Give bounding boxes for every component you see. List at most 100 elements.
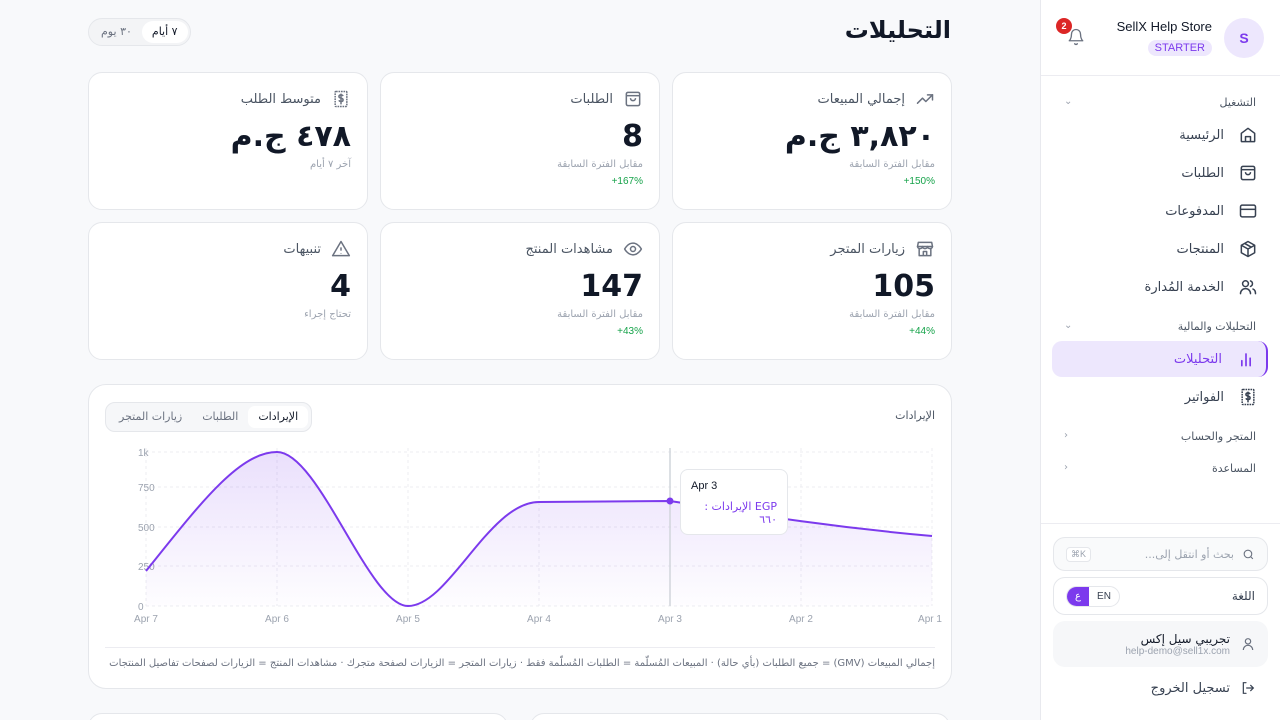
main-content: التحليلات ٧ أيام ٣٠ يوم إجمالي المبيعات … (88, 16, 952, 720)
bottom-card-right (530, 713, 950, 720)
svg-text:Apr 3: Apr 3 (658, 614, 682, 625)
svg-text:Apr 4: Apr 4 (527, 614, 551, 625)
language-toggle[interactable]: ع EN (1066, 585, 1120, 607)
bar-chart-icon (1236, 349, 1256, 369)
chart-title: الإيرادات (895, 409, 935, 422)
sidebar-item-analytics[interactable]: التحليلات (1052, 341, 1268, 377)
sidebar-item-orders[interactable]: الطلبات (1052, 155, 1268, 191)
svg-text:Apr 1: Apr 1 (918, 614, 942, 625)
sidebar-item-payments[interactable]: المدفوعات (1052, 193, 1268, 229)
svg-text:750: 750 (138, 483, 155, 494)
logout-icon (1240, 680, 1256, 696)
receipt-icon (331, 89, 351, 109)
package-icon (1238, 239, 1258, 259)
kpi-subtitle: مقابل الفترة السابقة (557, 309, 643, 320)
kpi-title: متوسط الطلب (240, 91, 321, 107)
tab-orders[interactable]: الطلبات (202, 410, 239, 423)
kpi-title: الطلبات (570, 91, 613, 107)
kpi-subtitle: مقابل الفترة السابقة (849, 159, 935, 170)
svg-text:Apr 5: Apr 5 (396, 614, 420, 625)
page-title: التحليلات (844, 16, 951, 44)
receipt-icon (1238, 387, 1258, 407)
notification-count-badge: 2 (1056, 18, 1072, 34)
kpi-subtitle: مقابل الفترة السابقة (849, 309, 935, 320)
search-icon (1242, 548, 1255, 561)
section-operations[interactable]: التشغيل ⌄ (1064, 96, 1256, 109)
x-axis-ticks: Apr 7 Apr 6 Apr 5 Apr 4 Apr 3 Apr 2 Apr … (134, 614, 942, 625)
sidebar-item-label: المدفوعات (1165, 203, 1224, 219)
svg-text:Apr 2: Apr 2 (789, 614, 813, 625)
store-name: SellX Help Store (1116, 19, 1212, 34)
kpi-card-average-order: متوسط الطلب ٤٧٨ ج.م آخر ٧ أيام (88, 72, 368, 210)
kpi-subtitle: مقابل الفترة السابقة (557, 159, 643, 170)
users-icon (1238, 277, 1258, 297)
tooltip-date: Apr 3 (691, 480, 718, 492)
revenue-area-chart[interactable]: 1k 750 500 250 0 Apr 7 Apr 6 Apr 5 Apr 4… (89, 385, 953, 645)
sidebar: S SellX Help Store STARTER 2 التشغيل ⌄ ا… (1040, 0, 1280, 720)
section-analytics-finance[interactable]: التحليلات والمالية ⌄ (1064, 320, 1256, 333)
sidebar-item-label: التحليلات (1173, 351, 1222, 367)
store-icon (915, 239, 935, 259)
credit-card-icon (1238, 201, 1258, 221)
chart-metric-tabs: الإيرادات الطلبات زيارات المتجر (105, 402, 313, 432)
kpi-delta: 44%+ (909, 326, 935, 337)
tab-store-visits[interactable]: زيارات المتجر (119, 410, 183, 423)
section-store-account[interactable]: المتجر والحساب ‹ (1064, 430, 1256, 443)
sidebar-item-label: الرئيسية (1179, 127, 1224, 143)
kpi-card-alerts[interactable]: تنبيهات 4 تحتاج إجراء (88, 222, 368, 360)
sidebar-item-products[interactable]: المنتجات (1052, 231, 1268, 267)
revenue-chart-card: الإيرادات الإيرادات الطلبات زيارات المتج… (88, 384, 952, 689)
kpi-card-orders: الطلبات 8 مقابل الفترة السابقة 167%+ (380, 72, 660, 210)
section-label: المساعدة (1211, 462, 1256, 475)
kpi-value: ٣,٨٢٠ ج.م (784, 119, 935, 154)
language-selector: اللغة ع EN (1053, 577, 1268, 615)
chevron-down-icon: ⌄ (1064, 320, 1073, 331)
user-name: تجريبي سيل إكس (1140, 631, 1230, 646)
user-profile[interactable]: تجريبي سيل إكس help-demo@sell1x.com (1053, 621, 1268, 667)
section-label: المتجر والحساب (1180, 430, 1256, 443)
kpi-subtitle: تحتاج إجراء (304, 309, 351, 320)
home-icon (1238, 125, 1258, 145)
sidebar-item-label: الخدمة المُدارة (1144, 279, 1224, 295)
tab-revenue[interactable]: الإيرادات (248, 406, 309, 428)
shopping-bag-icon (1238, 163, 1258, 183)
chevron-left-icon: ‹ (1064, 430, 1068, 441)
range-option-7-days[interactable]: ٧ أيام (141, 21, 188, 43)
chart-tooltip: Apr 3 EGP الإيرادات : ٦٦٠ (680, 469, 788, 535)
sidebar-item-label: الفواتير (1184, 389, 1224, 405)
kpi-title: مشاهدات المنتج (525, 241, 613, 257)
kpi-delta: 150%+ (903, 176, 935, 187)
logout-button[interactable]: تسجيل الخروج (1151, 680, 1256, 696)
store-header: S SellX Help Store STARTER 2 (1041, 0, 1280, 76)
language-option-en[interactable]: EN (1097, 590, 1111, 602)
sidebar-item-managed-service[interactable]: الخدمة المُدارة (1052, 269, 1268, 305)
range-option-30-days[interactable]: ٣٠ يوم (101, 25, 132, 38)
user-email: help-demo@sell1x.com (1125, 645, 1230, 657)
sidebar-item-invoices[interactable]: الفواتير (1052, 379, 1268, 415)
sidebar-item-label: الطلبات (1181, 165, 1224, 181)
svg-text:500: 500 (138, 523, 155, 534)
section-label: التحليلات والمالية (1177, 320, 1256, 333)
section-label: التشغيل (1219, 96, 1257, 109)
user-icon (1240, 636, 1256, 652)
keyboard-shortcut: K⌘ (1066, 546, 1092, 562)
kpi-value: 4 (330, 269, 351, 304)
svg-text:Apr 7: Apr 7 (134, 614, 158, 625)
kpi-card-total-sales: إجمالي المبيعات ٣,٨٢٠ ج.م مقابل الفترة ا… (672, 72, 952, 210)
section-help[interactable]: المساعدة ‹ (1064, 462, 1256, 475)
svg-text:250: 250 (138, 562, 155, 573)
chevron-left-icon: ‹ (1064, 462, 1068, 473)
kpi-card-product-views: مشاهدات المنتج 147 مقابل الفترة السابقة … (380, 222, 660, 360)
shopping-bag-icon (623, 89, 643, 109)
bell-icon[interactable] (1067, 28, 1085, 46)
kpi-delta: 43%+ (617, 326, 643, 337)
date-range-toggle: ٧ أيام ٣٠ يوم (88, 18, 191, 46)
kpi-delta: 167%+ (611, 176, 643, 187)
bottom-card-left (88, 713, 508, 720)
eye-icon (623, 239, 643, 259)
command-search-input[interactable]: بحث أو انتقل إلى... K⌘ (1053, 537, 1268, 571)
tooltip-value: EGP الإيرادات : ٦٦٠ (704, 500, 777, 526)
store-avatar[interactable]: S (1224, 18, 1264, 58)
language-option-ar[interactable]: ع (1067, 586, 1089, 606)
sidebar-item-home[interactable]: الرئيسية (1052, 117, 1268, 153)
